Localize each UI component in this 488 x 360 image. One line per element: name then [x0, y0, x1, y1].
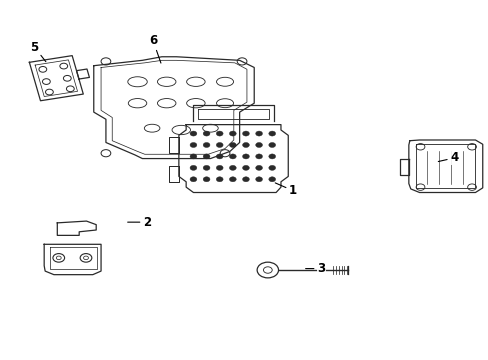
Circle shape — [203, 131, 209, 136]
Circle shape — [216, 131, 223, 136]
Circle shape — [255, 177, 262, 182]
Text: 2: 2 — [127, 216, 151, 229]
Circle shape — [229, 143, 236, 148]
Circle shape — [229, 131, 236, 136]
Circle shape — [268, 177, 275, 182]
Text: 4: 4 — [437, 151, 458, 165]
Circle shape — [268, 165, 275, 170]
Circle shape — [190, 131, 197, 136]
Circle shape — [242, 143, 249, 148]
Text: 6: 6 — [149, 34, 161, 63]
Circle shape — [268, 131, 275, 136]
Circle shape — [216, 177, 223, 182]
Circle shape — [255, 131, 262, 136]
Circle shape — [203, 165, 209, 170]
Circle shape — [255, 143, 262, 148]
Circle shape — [242, 165, 249, 170]
Circle shape — [268, 143, 275, 148]
Text: 5: 5 — [30, 41, 46, 62]
Circle shape — [216, 165, 223, 170]
Circle shape — [242, 177, 249, 182]
Circle shape — [216, 154, 223, 159]
Circle shape — [229, 154, 236, 159]
Circle shape — [190, 143, 197, 148]
Circle shape — [242, 154, 249, 159]
Circle shape — [190, 165, 197, 170]
Circle shape — [190, 177, 197, 182]
Circle shape — [190, 154, 197, 159]
Circle shape — [216, 143, 223, 148]
Circle shape — [242, 131, 249, 136]
Circle shape — [203, 143, 209, 148]
Circle shape — [229, 177, 236, 182]
Circle shape — [255, 154, 262, 159]
Circle shape — [268, 154, 275, 159]
Circle shape — [203, 177, 209, 182]
Circle shape — [203, 154, 209, 159]
Circle shape — [255, 165, 262, 170]
Circle shape — [229, 165, 236, 170]
Text: 1: 1 — [275, 183, 297, 197]
Text: 3: 3 — [305, 262, 325, 275]
